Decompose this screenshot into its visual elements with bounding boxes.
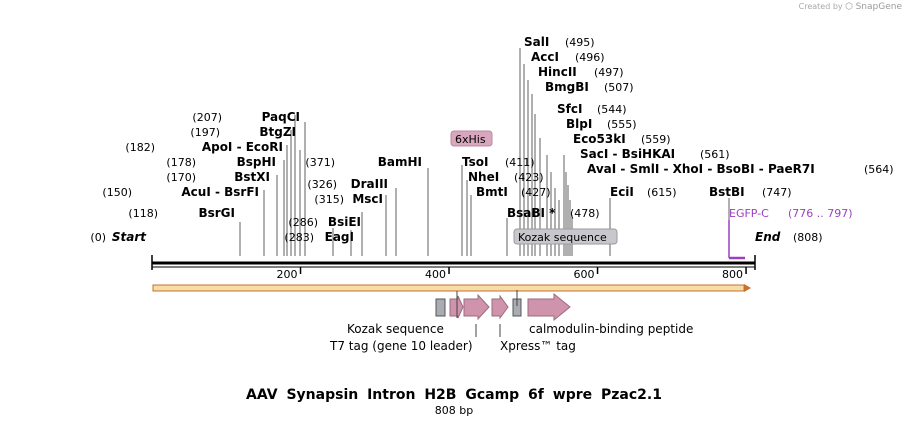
end-position-end: (808) — [793, 231, 823, 244]
calmodulin-arrow — [527, 292, 571, 322]
kozak-feature-box — [435, 298, 446, 317]
site-name: BstBI — [709, 185, 745, 199]
credit-prefix: Created by — [798, 2, 843, 11]
site-position: (423) — [514, 171, 544, 184]
credit-brand: SnapGene — [855, 2, 902, 12]
site-position: (197) — [190, 126, 220, 139]
site-name: TsoI — [462, 155, 488, 169]
site-name: BspHI — [237, 155, 276, 169]
egfp-label: EGFP-C — [729, 207, 769, 220]
site-name: BmgBI — [545, 80, 589, 94]
orf-bar-arrow — [744, 284, 751, 292]
site-name: DraIII — [351, 177, 388, 191]
site-position: (507) — [604, 81, 634, 94]
site-position: (615) — [647, 186, 677, 199]
map-length: 808 bp — [434, 404, 474, 417]
egfp-range: (776 .. 797) — [788, 207, 853, 220]
xpress-tag-label: Xpress™ tag — [500, 339, 576, 353]
feature-arrow — [463, 293, 490, 321]
site-name: SfcI — [557, 102, 582, 116]
site-name: BlpI — [566, 117, 592, 131]
site-position: (555) — [607, 118, 637, 131]
site-position: (118) — [128, 207, 158, 220]
site-name: AcuI - BsrFI — [181, 185, 259, 199]
site-position: (559) — [641, 133, 671, 146]
end-label-start: Start — [112, 230, 147, 244]
site-name: BamHI — [378, 155, 422, 169]
ruler-tick-label: 600 — [574, 268, 595, 281]
site-position: (182) — [125, 141, 155, 154]
site-position: (561) — [700, 148, 730, 161]
site-position: (411) — [505, 156, 535, 169]
site-name: Eco53kI — [573, 132, 626, 146]
site-position: (283) — [284, 231, 314, 244]
site-name: AccI — [531, 50, 559, 64]
ruler-tick-label: 800 — [722, 268, 743, 281]
site-name: MscI — [352, 192, 383, 206]
map-title: AAV Synapsin Intron H2B Gcamp 6f wpre Pz… — [246, 387, 662, 403]
kozak-label-box — [513, 228, 618, 245]
snapgene-logo: ⬡ — [845, 2, 854, 12]
site-name: SacI - BsiHKAI — [580, 147, 675, 161]
site-name: PaqCI — [262, 110, 300, 124]
site-position: (564) — [864, 163, 894, 176]
site-name: BsiEI — [328, 215, 361, 229]
end-position-start: (0) — [90, 231, 106, 244]
site-name: BmtI — [476, 185, 508, 199]
site-position: (478) — [570, 207, 600, 220]
kozak-feature-label: Kozak sequence — [347, 322, 444, 336]
site-name: HincII — [538, 65, 577, 79]
site-name: BtgZI — [259, 125, 296, 139]
site-position: (150) — [102, 186, 132, 199]
site-position: (544) — [597, 103, 627, 116]
site-position: (315) — [314, 193, 344, 206]
site-position: (178) — [166, 156, 196, 169]
site-position: (427) — [521, 186, 551, 199]
site-position: (286) — [288, 216, 318, 229]
kozak-label: Kozak sequence — [518, 231, 607, 244]
site-position: (326) — [307, 178, 337, 191]
site-name: EciI — [610, 185, 634, 199]
site-position: (170) — [166, 171, 196, 184]
t7-tag-label: T7 tag (gene 10 leader) — [329, 339, 473, 353]
site-position: (371) — [305, 156, 335, 169]
ruler-tick-label: 400 — [425, 268, 446, 281]
end-label-end: End — [755, 230, 781, 244]
ruler-tick-label: 200 — [277, 268, 298, 281]
site-name: BsrGI — [198, 206, 235, 220]
site-name: NheI — [468, 170, 499, 184]
site-position: (747) — [762, 186, 792, 199]
site-position: (207) — [192, 111, 222, 124]
calmodulin-label: calmodulin-binding peptide — [529, 322, 693, 336]
site-name: BsaBI * — [507, 206, 556, 220]
his-tag-label-box — [450, 130, 493, 147]
site-position: (497) — [594, 66, 624, 79]
xpress-tag-arrow — [491, 294, 509, 320]
his-tag-label: 6xHis — [455, 133, 486, 146]
credit: Created by ⬡ SnapGene — [799, 2, 902, 12]
site-name: BstXI — [234, 170, 270, 184]
site-position: (496) — [575, 51, 605, 64]
orf-bar — [152, 284, 745, 292]
site-name: EagI — [325, 230, 354, 244]
site-position: (495) — [565, 36, 595, 49]
site-name: SalI — [524, 35, 549, 49]
site-name: AvaI - SmlI - XhoI - BsoBI - PaeR7I — [587, 162, 815, 176]
site-name: ApoI - EcoRI — [202, 140, 283, 154]
